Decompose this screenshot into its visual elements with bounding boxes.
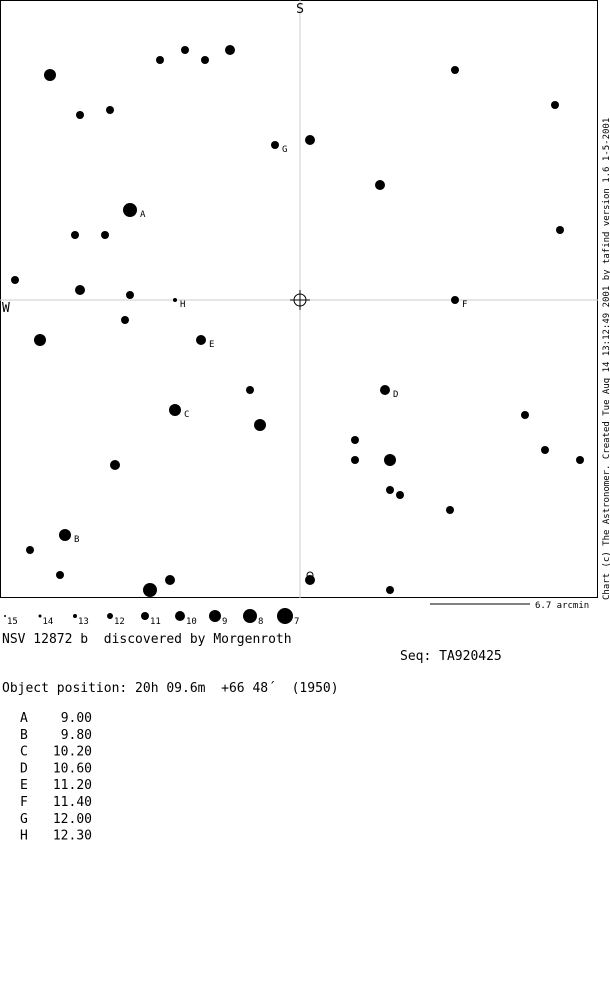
star [59, 529, 71, 541]
sequence: Seq: TA920425 [400, 649, 502, 664]
object-position: Object position: 20h 09.6m +66 48´ (1950… [2, 681, 339, 696]
star [246, 386, 254, 394]
star [143, 583, 157, 597]
star [173, 298, 177, 302]
star [551, 101, 559, 109]
sequence-magnitude: 10.60 [53, 761, 92, 776]
legend-label: 14 [43, 617, 54, 627]
star [451, 296, 459, 304]
sequence-magnitude: 12.30 [53, 829, 92, 844]
star [384, 454, 396, 466]
sequence-magnitude: 11.20 [53, 778, 92, 793]
legend-dot [209, 610, 221, 622]
star [271, 141, 279, 149]
star [351, 456, 359, 464]
star-label: A [140, 210, 146, 220]
legend-label: 10 [186, 617, 197, 627]
star-label: H [180, 300, 185, 310]
sequence-letter: D [20, 761, 28, 776]
star [26, 546, 34, 554]
star-label: F [462, 300, 467, 310]
direction-west: W [2, 301, 10, 316]
star-label: C [184, 410, 189, 420]
star [521, 411, 529, 419]
star [75, 285, 85, 295]
legend-dot [243, 609, 257, 623]
sequence-letter: E [20, 778, 28, 793]
legend-dot [73, 614, 77, 618]
sequence-magnitude: 10.20 [53, 745, 92, 760]
legend-label: 7 [294, 617, 299, 627]
legend-dot [175, 611, 185, 621]
sequence-magnitude: 9.80 [61, 728, 92, 743]
star-label: D [393, 390, 398, 400]
legend-dot [277, 608, 293, 624]
star-label: E [209, 340, 214, 350]
star [396, 491, 404, 499]
star [165, 575, 175, 585]
star [351, 436, 359, 444]
sequence-magnitude: 12.00 [53, 812, 92, 827]
star [556, 226, 564, 234]
legend-dot [107, 613, 113, 619]
star [76, 111, 84, 119]
star [541, 446, 549, 454]
star [576, 456, 584, 464]
sequence-letter: F [20, 795, 28, 810]
star [123, 203, 137, 217]
legend-label: 9 [222, 617, 227, 627]
scale-label: 6.7 arcmin [535, 601, 589, 611]
star [71, 231, 79, 239]
star [451, 66, 459, 74]
star-label: G [282, 145, 287, 155]
star [225, 45, 235, 55]
star [386, 586, 394, 594]
star [305, 575, 315, 585]
star-label: B [74, 535, 79, 545]
star [306, 571, 314, 579]
sequence-letter: G [20, 812, 28, 827]
star [169, 404, 181, 416]
direction-south: S [296, 2, 304, 17]
object-name: NSV 12872 b discovered by Morgenroth [2, 632, 292, 647]
star [121, 316, 129, 324]
legend-label: 12 [114, 617, 125, 627]
star [181, 46, 189, 54]
star [56, 571, 64, 579]
sequence-letter: H [20, 829, 28, 844]
sequence-letter: B [20, 728, 28, 743]
star [305, 135, 315, 145]
legend-label: 15 [7, 617, 18, 627]
chart-frame [0, 0, 598, 598]
star [126, 291, 134, 299]
star [106, 106, 114, 114]
star [34, 334, 46, 346]
sequence-letter: A [20, 711, 28, 726]
legend-dot [4, 615, 6, 617]
star [375, 180, 385, 190]
star [11, 276, 19, 284]
star [254, 419, 266, 431]
legend-dot [38, 614, 42, 618]
sequence-letter: C [20, 745, 28, 760]
credit: Chart (c) The Astronomer. Created Tue Au… [602, 118, 610, 600]
sequence-magnitude: 9.00 [61, 711, 92, 726]
star [196, 335, 206, 345]
star [110, 460, 120, 470]
star [386, 486, 394, 494]
star [156, 56, 164, 64]
sequence-magnitude: 11.40 [53, 795, 92, 810]
legend-label: 11 [150, 617, 161, 627]
star [44, 69, 56, 81]
star [380, 385, 390, 395]
star [446, 506, 454, 514]
legend-label: 13 [78, 617, 89, 627]
star [201, 56, 209, 64]
star [101, 231, 109, 239]
legend-dot [141, 612, 149, 620]
legend-label: 8 [258, 617, 263, 627]
